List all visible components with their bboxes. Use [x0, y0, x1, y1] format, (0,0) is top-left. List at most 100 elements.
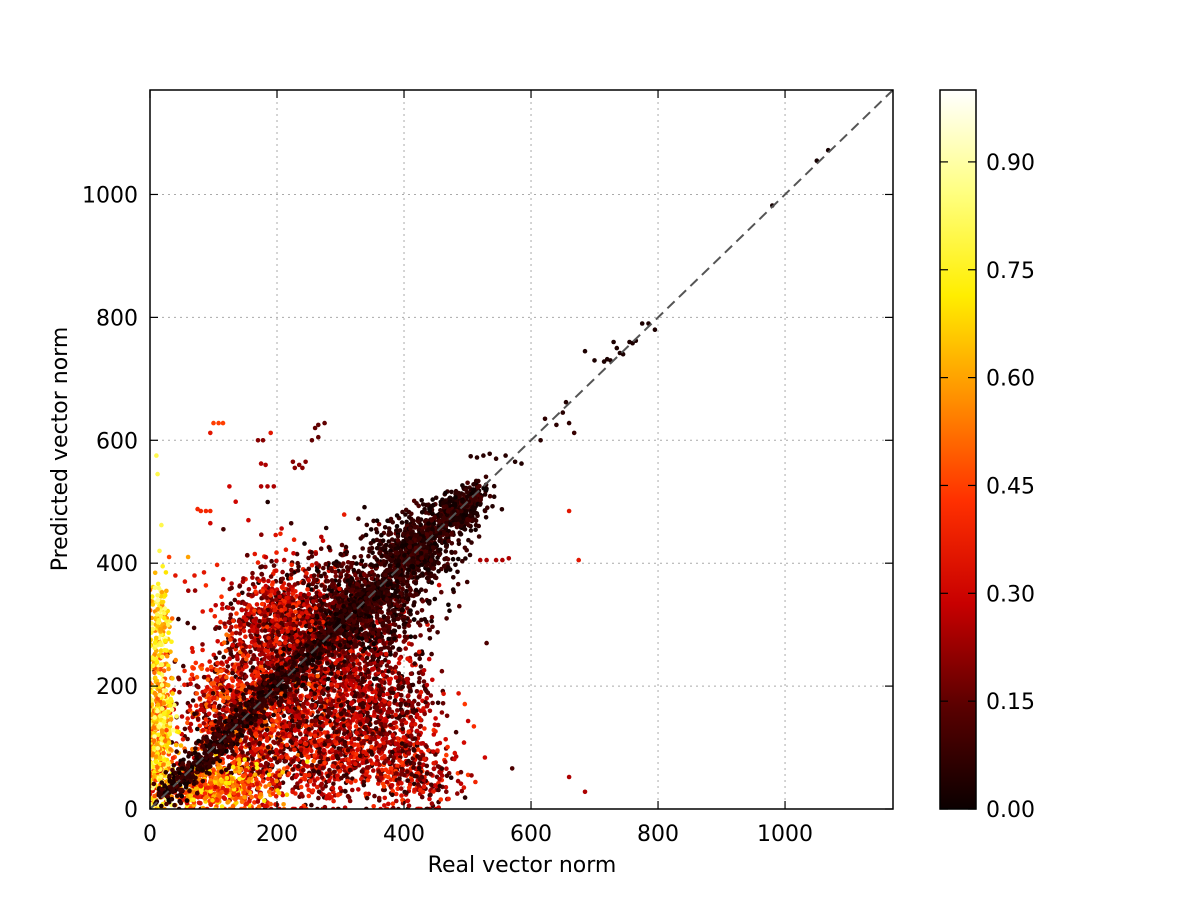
- data-point-3268: [226, 684, 231, 689]
- data-point-2800: [181, 664, 186, 669]
- data-point-4925: [249, 750, 254, 755]
- data-point-4060: [388, 544, 393, 549]
- data-point-2088: [353, 655, 358, 660]
- data-point-1427: [229, 601, 234, 606]
- data-point-1702: [420, 608, 425, 613]
- data-point-3849: [444, 569, 449, 574]
- data-point-3518: [177, 690, 182, 695]
- data-point-2386: [386, 608, 391, 613]
- data-point-4074: [393, 547, 398, 552]
- data-point-944: [282, 558, 287, 563]
- data-point-2070: [345, 550, 350, 555]
- data-point-4202: [266, 745, 271, 750]
- data-point-2021: [403, 634, 408, 639]
- data-point-4812: [294, 714, 299, 719]
- data-point-2384: [310, 554, 315, 559]
- data-point-4724: [343, 789, 348, 794]
- data-point-3926: [396, 538, 401, 543]
- data-point-1985: [347, 655, 352, 660]
- data-point-4052: [389, 517, 394, 522]
- data-point-3105: [249, 668, 254, 673]
- data-point-4530: [383, 796, 388, 801]
- data-point-4949: [305, 748, 310, 753]
- data-point-615: [314, 561, 319, 566]
- data-point-3583: [192, 626, 197, 631]
- data-point-3271: [222, 655, 227, 660]
- data-point-61: [215, 639, 220, 644]
- data-point-3416: [235, 655, 240, 660]
- data-point-2501: [274, 649, 279, 654]
- data-point-4826: [311, 788, 316, 793]
- data-point-2405: [348, 636, 353, 641]
- data-point-4880: [374, 755, 379, 760]
- data-point-4708: [362, 739, 367, 744]
- data-point-4476: [316, 796, 321, 801]
- data-point-2004: [326, 579, 331, 584]
- data-point-4970: [362, 783, 367, 788]
- data-point-1344: [330, 677, 335, 682]
- data-point-4703: [367, 675, 372, 680]
- data-point-3395: [266, 649, 271, 654]
- data-point-3519: [209, 681, 214, 686]
- data-point-419: [273, 533, 278, 538]
- data-point-1402: [266, 666, 271, 671]
- data-point-1513: [266, 579, 271, 584]
- data-point-2418: [407, 623, 412, 628]
- data-point-4901: [305, 764, 310, 769]
- data-point-1964: [334, 574, 339, 579]
- data-point-3589: [240, 750, 245, 755]
- data-point-4714: [335, 718, 340, 723]
- data-point-75: [324, 526, 329, 531]
- data-point-2448: [352, 555, 357, 560]
- data-point-1343: [289, 568, 294, 573]
- data-point-4927: [331, 781, 336, 786]
- data-point-4022: [375, 518, 380, 523]
- data-point-909: [269, 559, 274, 564]
- data-point-871: [260, 572, 265, 577]
- data-point-2091: [307, 567, 312, 572]
- data-point-3506: [219, 669, 224, 674]
- data-point-4615: [371, 804, 376, 809]
- data-point-4553: [319, 782, 324, 787]
- data-point-2388: [331, 584, 336, 589]
- data-point-529: [279, 526, 284, 531]
- data-point-2842: [215, 661, 220, 666]
- data-point-3852: [451, 557, 456, 562]
- data-point-3486: [204, 717, 209, 722]
- data-point-2431: [382, 628, 387, 633]
- data-point-3521: [211, 691, 216, 696]
- data-point-4933: [292, 748, 297, 753]
- data-point-4027: [405, 582, 410, 587]
- data-point-4445: [462, 740, 467, 745]
- data-point-4965: [255, 799, 260, 804]
- data-point-4015: [468, 553, 473, 558]
- data-point-2169: [397, 647, 402, 652]
- data-point-2470: [408, 608, 413, 613]
- data-point-2261: [393, 652, 398, 657]
- data-point-4741: [299, 792, 304, 797]
- data-point-4941: [290, 790, 295, 795]
- data-point-3111: [205, 685, 210, 690]
- data-point-4661: [263, 733, 268, 738]
- data-point-3474: [212, 696, 217, 701]
- data-point-4144: [356, 787, 361, 792]
- data-point-4078: [415, 575, 420, 580]
- data-point-3587: [192, 712, 197, 717]
- data-point-2867: [217, 704, 222, 709]
- data-point-4376: [264, 761, 269, 766]
- data-point-4930: [307, 794, 312, 799]
- data-point-1194: [417, 657, 422, 662]
- data-point-2444: [314, 614, 319, 619]
- data-point-92: [403, 646, 408, 651]
- data-point-4538: [331, 726, 336, 731]
- data-point-1834: [455, 570, 460, 575]
- data-point-4966: [338, 786, 343, 791]
- data-point-4710: [294, 741, 299, 746]
- data-point-3910: [446, 565, 451, 570]
- data-point-4837: [299, 748, 304, 753]
- data-point-2460: [350, 588, 355, 593]
- data-point-2008: [366, 670, 371, 675]
- data-point-4895: [301, 768, 306, 773]
- data-point-2558: [336, 670, 341, 675]
- data-point-4684: [265, 755, 270, 760]
